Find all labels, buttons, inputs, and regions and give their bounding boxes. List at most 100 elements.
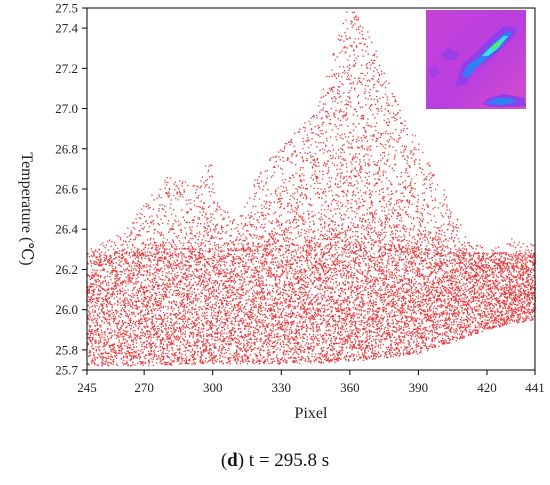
scatter-point xyxy=(107,240,109,242)
scatter-point xyxy=(94,324,96,327)
scatter-point xyxy=(245,325,247,327)
scatter-point xyxy=(185,361,187,364)
scatter-point xyxy=(154,301,156,303)
scatter-point xyxy=(250,326,253,328)
scatter-point xyxy=(95,263,97,265)
scatter-point xyxy=(221,226,223,228)
scatter-point xyxy=(182,276,184,278)
scatter-point xyxy=(131,278,133,280)
scatter-point xyxy=(138,264,140,266)
scatter-point xyxy=(266,310,269,312)
scatter-point xyxy=(163,215,166,217)
scatter-point xyxy=(270,329,272,331)
scatter-point xyxy=(184,315,186,317)
scatter-point xyxy=(125,338,127,341)
scatter-point xyxy=(116,310,118,312)
scatter-point xyxy=(173,340,175,342)
scatter-point xyxy=(217,273,219,276)
scatter-point xyxy=(257,291,260,294)
scatter-point xyxy=(128,254,130,256)
scatter-point xyxy=(249,325,252,328)
scatter-point xyxy=(117,247,119,249)
scatter-point xyxy=(194,357,196,360)
scatter-point xyxy=(188,295,190,297)
scatter-point xyxy=(255,361,257,363)
scatter-point xyxy=(184,248,186,250)
scatter-point xyxy=(221,352,223,354)
scatter-point xyxy=(191,302,193,305)
scatter-point xyxy=(135,218,137,220)
scatter-point xyxy=(255,284,257,286)
scatter-point xyxy=(240,270,243,272)
scatter-point xyxy=(100,255,102,257)
scatter-point xyxy=(250,211,252,214)
scatter-point xyxy=(106,284,108,286)
scatter-point xyxy=(260,348,262,350)
scatter-point xyxy=(254,249,256,251)
scatter-point xyxy=(201,324,203,326)
scatter-point xyxy=(114,266,117,268)
scatter-point xyxy=(162,296,165,298)
scatter-point xyxy=(196,347,198,349)
scatter-point xyxy=(213,201,215,203)
scatter-point xyxy=(255,328,257,330)
scatter-point xyxy=(167,316,169,318)
scatter-point xyxy=(129,256,131,258)
scatter-point xyxy=(153,241,155,243)
scatter-point xyxy=(210,237,213,240)
scatter-point xyxy=(139,356,142,359)
scatter-point xyxy=(171,319,173,321)
scatter-point xyxy=(268,274,270,277)
scatter-point xyxy=(191,356,193,358)
scatter-point xyxy=(115,318,117,320)
scatter-point xyxy=(259,286,262,289)
scatter-point xyxy=(163,290,165,292)
scatter-point xyxy=(214,339,216,341)
scatter-point xyxy=(228,252,230,255)
scatter-point xyxy=(174,181,176,183)
scatter-point xyxy=(192,322,194,325)
scatter-point xyxy=(148,265,150,267)
scatter-point xyxy=(89,340,92,342)
scatter-point xyxy=(179,327,182,329)
scatter-point xyxy=(264,314,266,316)
scatter-point xyxy=(191,348,194,350)
scatter-point xyxy=(164,363,166,365)
scatter-point xyxy=(148,226,151,228)
scatter-point xyxy=(162,321,164,323)
scatter-point xyxy=(259,281,261,283)
scatter-point xyxy=(181,259,183,261)
scatter-point xyxy=(159,310,161,312)
scatter-point xyxy=(211,359,214,361)
scatter-point xyxy=(179,280,181,282)
scatter-point xyxy=(157,309,159,311)
scatter-point xyxy=(265,254,267,257)
scatter-point xyxy=(224,307,227,309)
scatter-point xyxy=(165,275,167,278)
scatter-point xyxy=(150,252,152,254)
scatter-point xyxy=(166,332,168,334)
scatter-point xyxy=(114,253,116,255)
scatter-point xyxy=(144,357,147,360)
scatter-point xyxy=(123,270,126,272)
scatter-point xyxy=(192,363,195,365)
scatter-point xyxy=(88,355,90,357)
scatter-point xyxy=(251,286,254,288)
scatter-point xyxy=(210,357,213,359)
scatter-point xyxy=(210,258,213,260)
scatter-point xyxy=(256,182,259,184)
scatter-point xyxy=(262,262,264,265)
scatter-point xyxy=(149,279,151,282)
scatter-point xyxy=(196,205,198,207)
scatter-point xyxy=(256,247,259,249)
scatter-point xyxy=(91,344,94,346)
scatter-point xyxy=(189,265,191,267)
scatter-point xyxy=(89,334,91,336)
scatter-point xyxy=(220,311,222,313)
scatter-point xyxy=(160,257,162,260)
scatter-point xyxy=(264,340,266,342)
scatter-point xyxy=(193,219,195,221)
scatter-point xyxy=(153,334,155,336)
scatter-point xyxy=(101,336,103,338)
scatter-point xyxy=(154,314,157,316)
